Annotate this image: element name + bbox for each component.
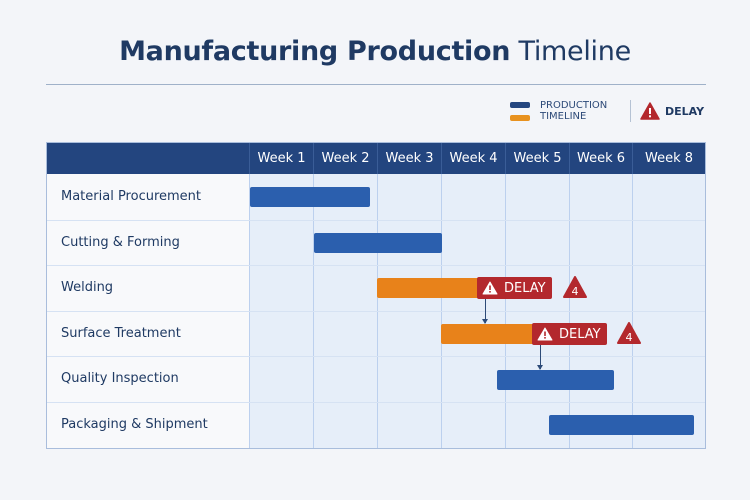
delay-badge-text: DELAY xyxy=(559,326,601,342)
legend-line2: TIMELINE xyxy=(540,111,587,122)
legend-swatches xyxy=(510,101,530,121)
title-divider xyxy=(46,84,706,85)
delay-badge-surface-treatment[interactable]: DELAY xyxy=(532,323,607,345)
bar-welding[interactable] xyxy=(377,278,481,298)
dependency-arrow-surface-to-inspection xyxy=(537,345,543,370)
legend-swatch-normal xyxy=(510,101,530,108)
bar-cutting-forming[interactable] xyxy=(314,233,442,253)
row-divider xyxy=(47,265,705,266)
bar-material-procurement[interactable] xyxy=(250,187,370,207)
header-week-6: Week 6 xyxy=(569,143,632,174)
dependency-arrow-welding-to-surface xyxy=(482,299,488,324)
header-week-2: Week 2 xyxy=(313,143,377,174)
header-week-3: Week 3 xyxy=(377,143,441,174)
delay-count-warning-icon: 4 xyxy=(563,276,587,298)
task-label-packaging-shipment: Packaging & Shipment xyxy=(61,417,208,432)
delay-count-text: 4 xyxy=(572,285,579,298)
task-label-welding: Welding xyxy=(61,280,114,295)
header-week-4: Week 4 xyxy=(441,143,505,174)
gantt-table: Week 1 Week 2 Week 3 Week 4 Week 5 Week … xyxy=(46,142,706,449)
legend-line1: PRODUCTION xyxy=(540,100,608,111)
title-bold: Manufacturing Production xyxy=(119,36,511,67)
delay-count-text: 4 xyxy=(626,331,633,344)
bar-packaging-shipment[interactable] xyxy=(549,415,694,435)
delay-badge-text: DELAY xyxy=(504,280,546,296)
table-header: Week 1 Week 2 Week 3 Week 4 Week 5 Week … xyxy=(47,143,705,174)
task-label-material-procurement: Material Procurement xyxy=(61,189,202,204)
legend-delay-label: DELAY xyxy=(665,104,705,118)
header-week-8: Week 8 xyxy=(632,143,705,174)
page-title: Manufacturing Production Timeline xyxy=(0,36,750,67)
warning-icon xyxy=(482,281,498,295)
row-divider xyxy=(47,311,705,312)
header-week-5: Week 5 xyxy=(505,143,569,174)
bar-quality-inspection[interactable] xyxy=(497,370,614,390)
delay-badge-welding[interactable]: DELAY xyxy=(477,277,552,299)
task-label-cutting-forming: Cutting & Forming xyxy=(61,235,180,250)
legend: PRODUCTION TIMELINE DELAY xyxy=(510,98,704,124)
row-divider xyxy=(47,356,705,357)
task-label-quality-inspection: Quality Inspection xyxy=(61,371,179,386)
task-label-surface-treatment: Surface Treatment xyxy=(61,326,181,341)
header-week-1: Week 1 xyxy=(249,143,313,174)
title-light: Timeline xyxy=(518,36,631,67)
row-divider xyxy=(47,402,705,403)
row-divider xyxy=(47,220,705,221)
warning-icon xyxy=(640,102,660,120)
bar-surface-treatment[interactable] xyxy=(441,324,537,344)
legend-production-label: PRODUCTION TIMELINE xyxy=(540,100,616,122)
legend-separator xyxy=(630,100,631,122)
legend-swatch-delayed xyxy=(510,114,530,121)
delay-count-warning-icon: 4 xyxy=(617,322,641,344)
warning-icon xyxy=(537,327,553,341)
